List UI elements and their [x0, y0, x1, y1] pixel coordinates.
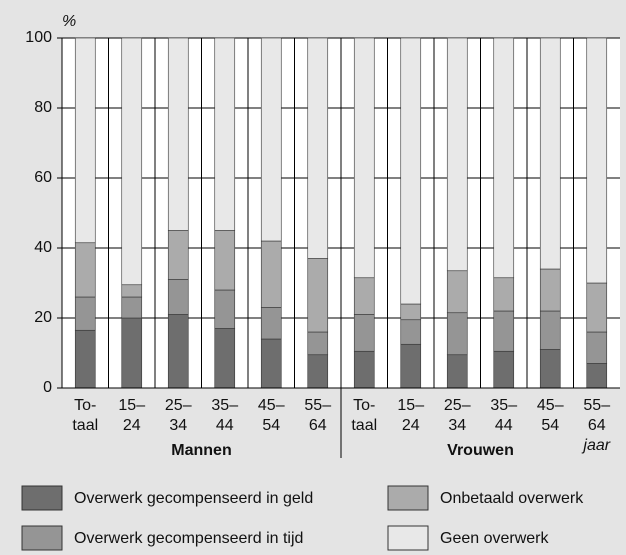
x-tick-label: 55–	[583, 397, 610, 414]
x-tick-label: 35–	[490, 397, 517, 414]
bar-segment	[446, 270, 468, 314]
bar-segment	[353, 350, 375, 389]
x-tick-label: 64	[588, 417, 606, 434]
y-tick-label: 100	[25, 29, 52, 46]
x-tick-label: 34	[169, 417, 187, 434]
legend-label: Geen overwerk	[440, 530, 549, 547]
bar-segment	[539, 310, 561, 350]
x-tick-label: 55–	[304, 397, 331, 414]
bar-segment	[121, 317, 143, 389]
bar-segment	[400, 303, 422, 321]
x-tick-label: taal	[72, 417, 98, 434]
bar-segment	[167, 230, 189, 280]
bar-segment	[446, 37, 468, 272]
y-tick-label: 20	[34, 309, 52, 326]
bar-segment	[539, 37, 561, 270]
bar-segment	[446, 354, 468, 389]
x-tick-label: 25–	[444, 397, 471, 414]
y-tick-label: 0	[43, 379, 52, 396]
x-tick-label: 24	[402, 417, 420, 434]
bar-segment	[539, 268, 561, 312]
x-unit: jaar	[581, 437, 610, 454]
x-tick-label: 24	[123, 417, 141, 434]
bar-segment	[167, 314, 189, 389]
bar-segment	[493, 310, 515, 352]
bar-segment	[493, 37, 515, 279]
bar-segment	[586, 363, 608, 389]
bar-segment	[260, 240, 282, 308]
bar-segment	[214, 37, 236, 231]
bar-segment	[121, 284, 143, 298]
bar-segment	[586, 282, 608, 333]
bar-segment	[400, 319, 422, 345]
y-tick-label: 40	[34, 239, 52, 256]
bar-segment	[353, 314, 375, 352]
x-tick-label: 64	[309, 417, 327, 434]
bar-segment	[493, 277, 515, 312]
bar-segment	[307, 354, 329, 389]
x-tick-label: 34	[448, 417, 466, 434]
bar-segment	[260, 338, 282, 389]
y-unit: %	[62, 13, 76, 30]
bar-segment	[400, 37, 422, 305]
x-tick-label: 54	[262, 417, 280, 434]
bar-segment	[353, 277, 375, 315]
legend-swatch	[21, 525, 63, 551]
bar-segment	[167, 37, 189, 231]
x-tick-label: To-	[74, 397, 96, 414]
legend-label: Overwerk gecompenseerd in tijd	[74, 530, 303, 547]
bar-segment	[539, 349, 561, 389]
bar-segment	[121, 37, 143, 286]
x-tick-label: 25–	[165, 397, 192, 414]
x-tick-label: 45–	[537, 397, 564, 414]
bar-segment	[353, 37, 375, 279]
x-tick-label: 44	[216, 417, 234, 434]
y-tick-label: 80	[34, 99, 52, 116]
x-tick-label: 54	[541, 417, 559, 434]
y-tick-label: 60	[34, 169, 52, 186]
group-label: Mannen	[171, 442, 231, 459]
legend-label: Onbetaald overwerk	[440, 490, 584, 507]
x-tick-label: 15–	[118, 397, 145, 414]
bar-segment	[446, 312, 468, 356]
x-tick-label: 15–	[397, 397, 424, 414]
bar-segment	[260, 307, 282, 340]
bar-segment	[307, 258, 329, 333]
x-tick-label: 44	[495, 417, 513, 434]
bar-segment	[586, 37, 608, 284]
group-label: Vrouwen	[447, 442, 514, 459]
bar-segment	[307, 331, 329, 356]
x-tick-label: 45–	[258, 397, 285, 414]
x-tick-label: To-	[353, 397, 375, 414]
bar-segment	[74, 242, 96, 298]
x-tick-label: taal	[351, 417, 377, 434]
bar-segment	[167, 279, 189, 315]
bar-segment	[214, 230, 236, 291]
legend-swatch	[387, 485, 429, 511]
bar-segment	[74, 296, 96, 331]
bar-segment	[74, 329, 96, 389]
bar-segment	[586, 331, 608, 364]
bar-segment	[260, 37, 282, 242]
bar-segment	[493, 350, 515, 389]
legend-swatch	[21, 485, 63, 511]
bar-segment	[214, 289, 236, 329]
bar-segment	[214, 328, 236, 389]
legend-swatch	[387, 525, 429, 551]
legend-label: Overwerk gecompenseerd in geld	[74, 490, 313, 507]
bar-segment	[74, 37, 96, 244]
bar-segment	[307, 37, 329, 259]
x-tick-label: 35–	[211, 397, 238, 414]
bar-segment	[121, 296, 143, 319]
bar-segment	[400, 343, 422, 389]
